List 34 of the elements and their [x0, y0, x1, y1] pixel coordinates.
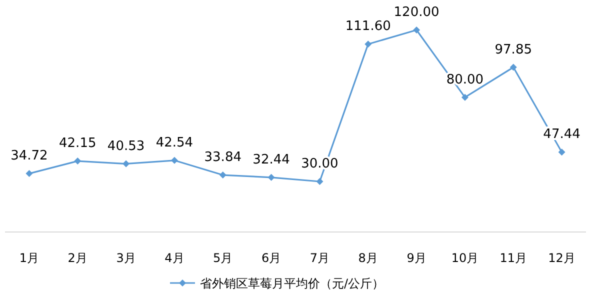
point	[268, 174, 275, 181]
x-tick-label: 11月	[500, 251, 528, 265]
point	[74, 158, 82, 165]
x-tick-label: 9月	[406, 251, 426, 265]
point	[510, 64, 517, 71]
x-tick-label: 2月	[68, 251, 88, 265]
data-label: 33.84	[204, 150, 242, 166]
x-tick-label: 3月	[116, 251, 136, 265]
x-tick-label: 12月	[548, 251, 576, 265]
x-tick-label: 5月	[213, 251, 233, 265]
x-tick-label: 1月	[19, 251, 40, 265]
x-tick-label: 7月	[310, 251, 330, 265]
x-tick-label: 4月	[164, 251, 184, 265]
data-label: 42.54	[156, 135, 194, 150]
point	[122, 160, 130, 168]
point	[364, 40, 372, 48]
point	[558, 148, 566, 156]
data-label: 111.60	[345, 19, 391, 34]
point	[219, 172, 226, 179]
legend-label: 省外销区草莓月平均价（元/公斤）	[200, 276, 384, 290]
point	[170, 156, 178, 164]
data-label: 42.15	[59, 136, 96, 152]
point	[413, 26, 420, 34]
data-label: 40.53	[107, 138, 145, 154]
data-label: 120.00	[394, 5, 440, 20]
x-tick-label: 6月	[261, 251, 282, 265]
data-label: 32.44	[252, 152, 290, 168]
data-label: 97.85	[494, 42, 532, 58]
data-label: 34.72	[10, 148, 48, 164]
point	[26, 170, 33, 178]
point	[461, 94, 468, 101]
x-tick-label: 8月	[358, 251, 378, 265]
x-tick-label: 10月	[451, 251, 479, 265]
point	[316, 178, 324, 185]
